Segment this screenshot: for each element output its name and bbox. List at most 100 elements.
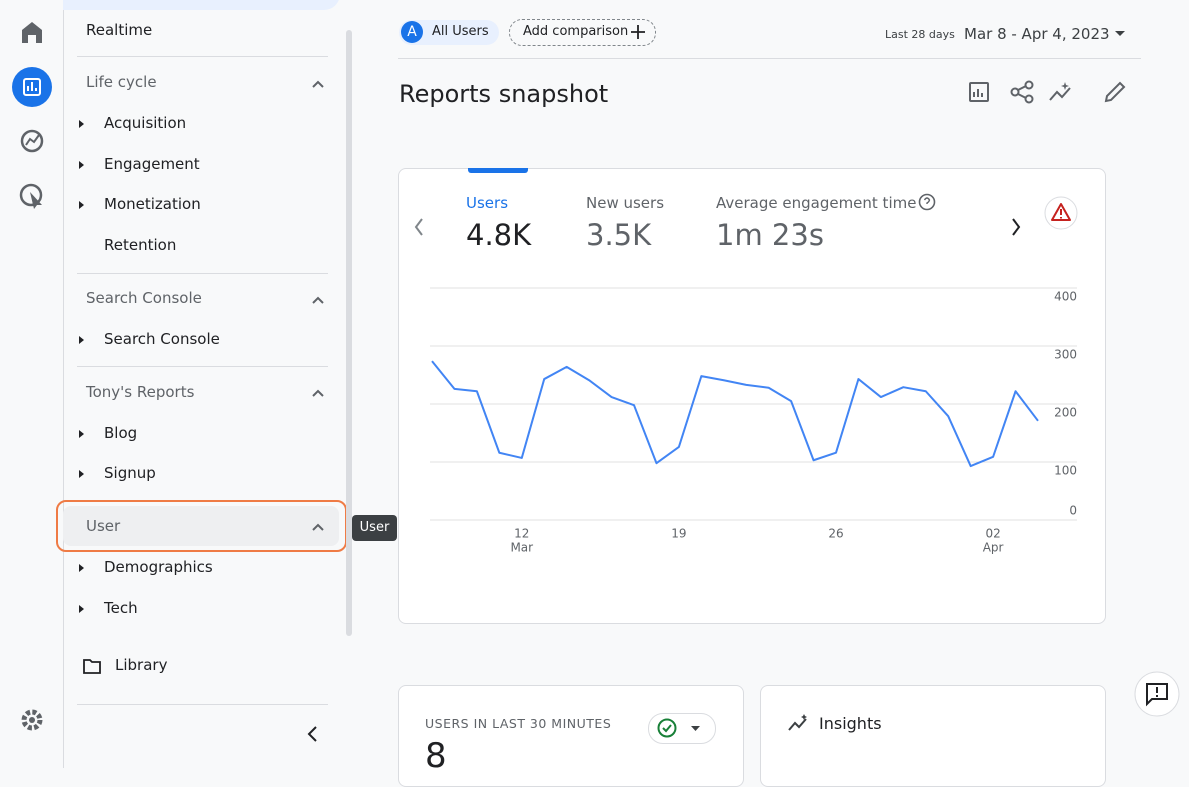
settings-glyph [29, 717, 35, 723]
y-tick-label: 400 [1054, 290, 1077, 304]
x-tick-label: 19 [671, 527, 686, 541]
nav-item[interactable]: Monetization [104, 195, 201, 213]
audience-label: All Users [432, 24, 489, 39]
explore-glyph [25, 134, 40, 146]
plus-icon [631, 25, 645, 39]
expand-arrow [79, 201, 84, 209]
nav-section-title[interactable]: Search Console [86, 289, 202, 307]
toolbar-icons [969, 80, 1126, 104]
metric-value: 1m 23s [716, 218, 824, 252]
page-title: Reports snapshot [399, 80, 609, 108]
nav-section-title[interactable]: Life cycle [86, 73, 157, 91]
realtime-value: 8 [425, 736, 447, 776]
divider [77, 273, 328, 274]
x-tick-sublabel: Apr [983, 541, 1004, 555]
settings-icon[interactable] [21, 709, 43, 731]
date-dropdown[interactable] [1114, 30, 1126, 38]
reports-glyph [23, 78, 41, 96]
nav-item[interactable]: Signup [104, 464, 156, 482]
collapse-caret[interactable] [312, 296, 324, 304]
x-tick-sublabel: Mar [510, 541, 533, 555]
home-icon[interactable] [22, 22, 42, 43]
nav-library[interactable]: Library [115, 656, 168, 674]
collapse-caret[interactable] [312, 80, 324, 88]
expand-arrow [79, 605, 84, 613]
advertising-glyph [30, 192, 42, 209]
rail-icons [12, 22, 52, 731]
prev-arrow[interactable] [414, 218, 423, 236]
expand-arrow [79, 564, 84, 572]
share-glyph [1010, 87, 1020, 97]
nav-realtime[interactable]: Realtime [86, 21, 153, 39]
nav-section-title[interactable]: User [86, 517, 121, 535]
scrollbar [346, 30, 352, 636]
divider [77, 56, 328, 57]
data-line [431, 360, 1039, 468]
share-glyph [1024, 94, 1034, 104]
metric-label[interactable]: New users [586, 194, 665, 212]
nav-item[interactable]: Blog [104, 424, 138, 442]
x-tick-label: 26 [828, 527, 843, 541]
help-icon[interactable] [918, 193, 936, 211]
insights-glyph [1061, 82, 1069, 90]
collapse-nav-button[interactable] [302, 724, 322, 744]
y-tick-label: 0 [1069, 504, 1077, 518]
reports-glyph [27, 82, 37, 91]
next-arrow[interactable] [1012, 218, 1021, 236]
nav-item[interactable]: Engagement [104, 155, 200, 173]
nav-item[interactable]: Tech [104, 599, 138, 617]
audience-avatar: A [401, 21, 423, 43]
help-glyph [923, 197, 931, 204]
section-carets [312, 80, 324, 531]
expand-arrow [79, 161, 84, 169]
y-tick-label: 300 [1054, 348, 1077, 362]
nav-item[interactable]: Search Console [104, 330, 220, 348]
section-hover [63, 506, 339, 546]
advertising-icon[interactable] [19, 183, 43, 207]
card-controls [414, 193, 1021, 236]
share-glyph [1017, 85, 1027, 99]
x-tick-label: 12 [514, 527, 529, 541]
nav-item[interactable]: Acquisition [104, 114, 187, 132]
collapse-caret[interactable] [312, 523, 324, 531]
date-range[interactable]: Mar 8 - Apr 4, 2023 [964, 25, 1110, 43]
insights-card [760, 685, 1106, 787]
customize-icon[interactable] [969, 82, 989, 102]
customize-glyph [973, 89, 983, 97]
insights-title: Insights [819, 714, 882, 733]
feedback-button[interactable] [1133, 670, 1181, 718]
insights-icon[interactable] [1049, 87, 1071, 101]
metric-label[interactable]: Average engagement time [716, 194, 917, 212]
expand-arrow [79, 336, 84, 344]
share-icon[interactable] [1024, 80, 1034, 90]
metric-value: 3.5K [586, 218, 652, 252]
y-tick-label: 200 [1054, 406, 1077, 420]
metric-label[interactable]: Users [466, 194, 509, 212]
header-divider [398, 58, 1141, 59]
tab-indicator [468, 168, 528, 173]
add-comparison-label: Add comparison [523, 24, 629, 39]
expand-arrow [79, 470, 84, 478]
nav-section-title[interactable]: Tony's Reports [86, 383, 195, 401]
collapse-caret[interactable] [312, 389, 324, 397]
nav-item[interactable]: Retention [104, 236, 177, 254]
folder-icon [83, 659, 101, 674]
warning-button[interactable] [1044, 196, 1078, 230]
explore-icon[interactable] [20, 129, 44, 153]
add-comparison-chip[interactable] [509, 19, 656, 46]
date-range-label: Last 28 days [885, 28, 955, 41]
realtime-title: USERS IN LAST 30 MINUTES [425, 716, 612, 731]
nav-item[interactable]: Demographics [104, 558, 213, 576]
metric-value: 4.8K [466, 218, 532, 252]
status-glyph [657, 718, 700, 738]
divider [77, 704, 328, 705]
expand-arrow [79, 430, 84, 438]
insights-icon [788, 714, 807, 731]
edit-icon[interactable] [1104, 81, 1126, 103]
divider [77, 366, 328, 367]
left-rail [0, 0, 64, 768]
y-tick-label: 100 [1054, 464, 1077, 478]
tooltip: User [352, 515, 397, 541]
